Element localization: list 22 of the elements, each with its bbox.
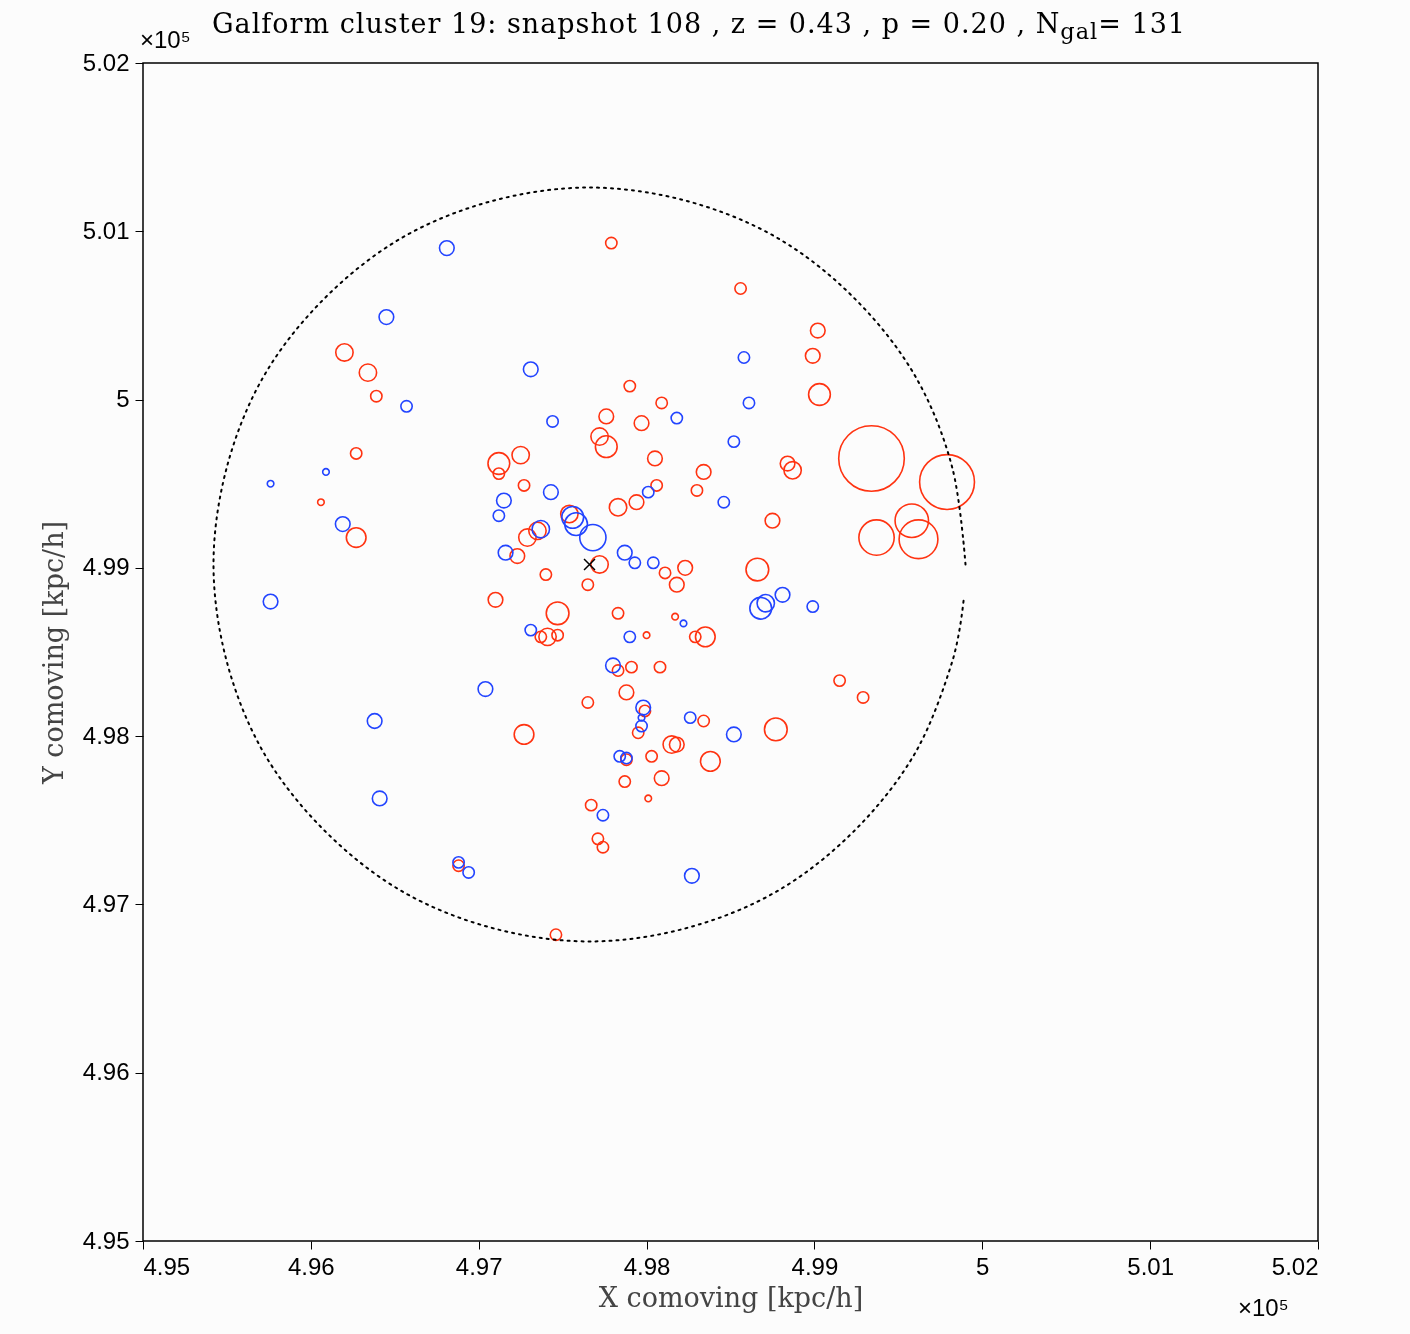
y-tick-label: 5 <box>116 385 130 413</box>
y-tick-label: 5.01 <box>82 216 130 244</box>
x-tick-label: 4.98 <box>623 1252 671 1280</box>
x-axis-title: X comoving [kpc/h] <box>598 1281 864 1313</box>
y-tick-label: 4.95 <box>82 1226 130 1254</box>
x-tick-label: 4.96 <box>288 1252 335 1280</box>
x-tick-label: 5 <box>976 1252 990 1280</box>
text: ×10⁵ <box>1238 1294 1289 1322</box>
y-tick-label: 4.97 <box>82 889 130 917</box>
x-tick-label: 4.95 <box>143 1252 191 1280</box>
y-axis-title: Y comoving [kpc/h] <box>37 520 69 786</box>
y-tick-label: 4.96 <box>82 1058 130 1086</box>
line-series <box>212 186 967 943</box>
text: ×10⁵ <box>140 26 191 54</box>
x-tick-label: 4.99 <box>791 1252 839 1280</box>
y-tick-label: 5.02 <box>82 48 130 76</box>
x-tick-label: 5.01 <box>1127 1252 1174 1280</box>
chart-title: Galform cluster 19: snapshot 108 , z = 0.43 , p = 0.20 , N$_{gal}$= 131 <box>212 8 1187 45</box>
x-tick-label: 4.97 <box>455 1252 503 1280</box>
y-tick-label: 4.98 <box>82 721 130 749</box>
y-tick-label: 4.99 <box>82 553 130 581</box>
x-tick-label: 5.02 <box>1271 1252 1319 1280</box>
